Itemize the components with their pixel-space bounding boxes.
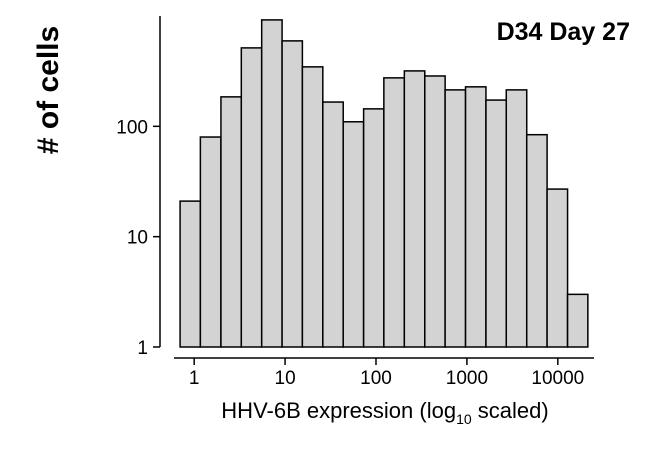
bar [485, 99, 508, 348]
bar [546, 188, 569, 348]
bar [301, 66, 324, 348]
y-tick-label: 10 [127, 228, 148, 249]
x-label-rest: scaled) [472, 398, 549, 423]
y-tick-label: 100 [116, 117, 148, 138]
bar [322, 101, 344, 348]
bar [220, 96, 243, 348]
bar [260, 19, 283, 348]
chart-title: D34 Day 27 [497, 18, 630, 46]
bar [281, 40, 304, 348]
bar [464, 86, 487, 348]
x-tick-label: 100 [360, 368, 392, 389]
bar [362, 108, 385, 348]
bar [403, 70, 426, 348]
x-label-sub: 10 [456, 411, 472, 427]
y-axis-label: # of cells [32, 26, 65, 154]
bar [179, 200, 202, 348]
bar [424, 75, 446, 348]
x-axis-label: HHV-6B expression (log10 scaled) [221, 398, 548, 427]
x-tick-label: 1000 [446, 368, 488, 389]
bar [199, 136, 222, 348]
x-tick-label: 10000 [531, 368, 584, 389]
bar [240, 47, 263, 348]
bar [505, 89, 528, 348]
bar [444, 89, 467, 348]
bar [525, 133, 548, 348]
x-tick-label: 1 [189, 368, 200, 389]
y-tick-label: 1 [137, 338, 148, 359]
bar [566, 293, 589, 348]
x-label-main: HHV-6B expression (log [221, 398, 456, 423]
bar [383, 77, 406, 348]
x-tick-label: 10 [275, 368, 296, 389]
bar [342, 121, 365, 348]
